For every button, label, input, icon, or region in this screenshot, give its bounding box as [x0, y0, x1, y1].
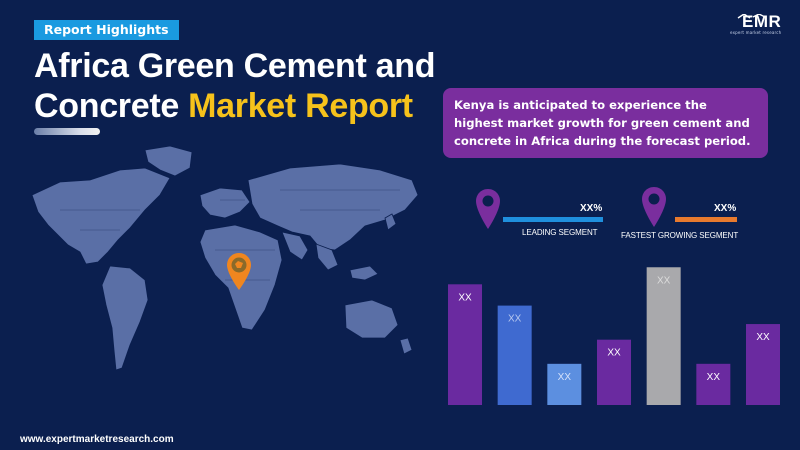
- title-highlight: Market Report: [188, 87, 413, 125]
- market-callout: Kenya is anticipated to experience the h…: [443, 88, 768, 158]
- emr-logo: [737, 14, 766, 19]
- chart-bar-label-7: XX: [756, 332, 770, 343]
- leading-segment-pin-icon: [476, 189, 500, 229]
- logo-text: EMR: [742, 12, 782, 31]
- title-white-part: Concrete: [34, 87, 189, 125]
- chart-bar-7: [746, 324, 780, 405]
- chart-bar-5: [646, 267, 681, 405]
- chart-bar-label-5: XX: [657, 275, 671, 286]
- chart-bar-1: [448, 284, 482, 405]
- logo-subtitle: expert market research: [730, 30, 782, 35]
- fastest-segment-label: FASTEST GROWING SEGMENT: [621, 231, 739, 240]
- chart-bar-label-4: XX: [607, 348, 621, 359]
- fastest-segment-bar: [675, 217, 737, 222]
- chart-bar-label-1: XX: [458, 292, 472, 303]
- chart-bar-label-3: XX: [558, 372, 572, 383]
- world-map: [31, 145, 419, 371]
- title-line-1: Africa Green Cement and: [34, 47, 436, 85]
- chart-bar-4: [597, 339, 631, 405]
- chart-bar-2: [497, 305, 532, 405]
- fastest-segment-pin-icon: [642, 187, 666, 227]
- location-pin-icon: [227, 253, 251, 290]
- fastest-segment-value: XX%: [714, 203, 737, 214]
- leading-segment-bar: [503, 217, 603, 222]
- chart-bar-label-6: XX: [707, 372, 721, 383]
- chart-bar-3: [547, 363, 582, 405]
- leading-segment-value: XX%: [580, 203, 603, 214]
- title-line-2: Concrete Market Report: [34, 86, 435, 126]
- page-title: Africa Green Cement and Concrete Market …: [34, 46, 436, 126]
- chart-bar-label-2: XX: [508, 314, 522, 325]
- chart-bar-6: [696, 363, 731, 405]
- report-badge: Report Highlights: [34, 20, 179, 40]
- title-underline: [34, 128, 100, 135]
- footer-url[interactable]: www.expertmarketresearch.com: [20, 434, 174, 445]
- leading-segment-label: LEADING SEGMENT: [522, 228, 598, 237]
- segment-bar-chart: XX XX XX XX XX XX XX: [448, 267, 780, 405]
